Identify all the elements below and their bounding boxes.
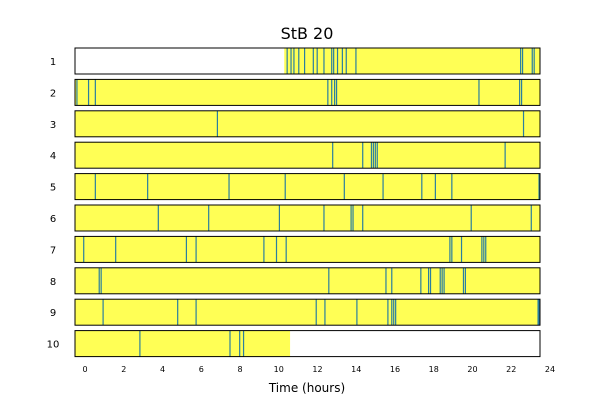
row-frame — [74, 267, 541, 295]
raster-row: 3 — [50, 110, 541, 138]
row-frame — [74, 78, 541, 106]
raster-row: 7 — [50, 235, 541, 263]
x-tick-label: 4 — [160, 365, 165, 374]
x-tick-label: 16 — [390, 365, 400, 374]
row-label: 9 — [50, 308, 56, 319]
x-tick-label: 10 — [274, 365, 284, 374]
row-label: 10 — [47, 340, 60, 351]
row-label: 2 — [50, 88, 56, 99]
active-period — [75, 299, 540, 326]
x-axis-ticks: 0 2 4 6 8 10 12 14 16 18 20 22 24 — [82, 365, 555, 374]
chart-title: StB 20 — [281, 24, 334, 43]
x-axis-label: Time (hours) — [268, 381, 345, 395]
x-tick-label: 2 — [121, 365, 126, 374]
x-tick-label: 22 — [506, 365, 516, 374]
row-frame — [74, 298, 541, 326]
row-label: 1 — [50, 57, 56, 68]
raster-row: 9 — [50, 298, 541, 326]
row-label: 5 — [50, 183, 56, 194]
row-label: 7 — [50, 245, 56, 256]
row-frame — [74, 141, 541, 169]
x-tick-label: 20 — [467, 365, 477, 374]
x-tick-label: 14 — [351, 365, 361, 374]
x-tick-label: 6 — [199, 365, 204, 374]
row-frame — [74, 173, 541, 201]
active-period — [75, 205, 540, 231]
active-period — [75, 236, 540, 263]
active-period — [75, 330, 291, 357]
x-tick-label: 12 — [312, 365, 322, 374]
active-period — [75, 173, 540, 200]
raster-row: 1 — [50, 47, 541, 75]
raster-row: 6 — [50, 204, 541, 232]
active-period — [75, 142, 540, 169]
raster-row: 8 — [50, 267, 541, 295]
row-label: 6 — [50, 214, 56, 225]
row-label: 4 — [50, 151, 56, 162]
x-tick-label: 8 — [237, 365, 242, 374]
raster-row: 10 — [47, 330, 541, 358]
raster-rows: 1 2 3 4 5 6 7 8 9 10 — [47, 47, 541, 358]
active-period — [75, 110, 540, 137]
row-label: 3 — [50, 120, 56, 131]
row-frame — [74, 235, 541, 263]
row-frame — [74, 204, 541, 232]
active-period — [75, 267, 540, 294]
raster-row: 5 — [50, 173, 541, 201]
x-tick-label: 0 — [82, 365, 87, 374]
raster-row: 4 — [50, 141, 541, 169]
x-tick-label: 18 — [429, 365, 439, 374]
active-period — [75, 79, 540, 106]
row-frame — [74, 110, 541, 138]
row-frame — [74, 47, 541, 75]
x-tick-label: 24 — [545, 365, 555, 374]
active-period — [284, 48, 540, 74]
raster-row: 2 — [50, 78, 541, 106]
row-label: 8 — [50, 277, 56, 288]
row-frame — [74, 330, 541, 358]
